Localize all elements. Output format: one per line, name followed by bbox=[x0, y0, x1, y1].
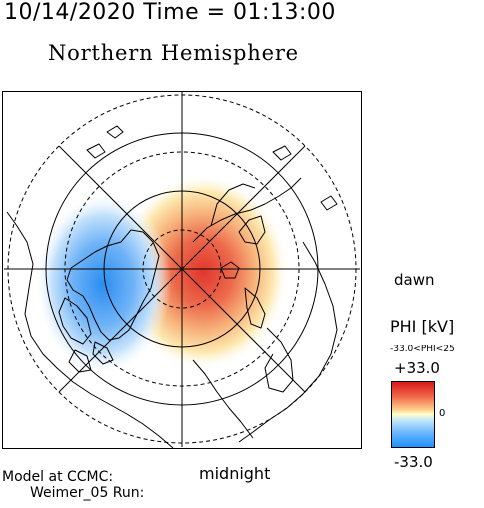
hemisphere-title: Northern Hemisphere bbox=[48, 41, 299, 65]
midnight-label: midnight bbox=[199, 464, 271, 483]
negative-potential-cell bbox=[35, 192, 171, 376]
coastline-europe bbox=[192, 177, 302, 245]
model-label: Model at CCMC: bbox=[2, 469, 114, 485]
coastline-north-america bbox=[6, 211, 174, 448]
coastlines bbox=[6, 125, 338, 448]
run-label: Weimer_05 Run: bbox=[30, 485, 145, 501]
colorbar-range-text: -33.0<PHI<25 bbox=[390, 345, 455, 354]
polar-map bbox=[2, 91, 362, 449]
coastline-arctic-islands bbox=[220, 261, 266, 329]
colorbar-min-label: -33.0 bbox=[394, 453, 433, 471]
date-time-title: 10/14/2020 Time = 01:13:00 bbox=[4, 0, 336, 25]
coastline-canadian-islands bbox=[58, 297, 114, 373]
colorbar-max-label: +33.0 bbox=[394, 359, 440, 377]
polar-map-svg bbox=[4, 92, 360, 448]
coastline-asia bbox=[238, 241, 338, 443]
dawn-label: dawn bbox=[394, 271, 435, 289]
coastline-small-islands bbox=[86, 125, 338, 211]
coastline-greenland bbox=[66, 229, 160, 341]
colorbar-title: PHI [kV] bbox=[390, 317, 455, 336]
colorbar-zero-label: 0 bbox=[439, 408, 446, 419]
colorbar bbox=[391, 381, 435, 448]
meridian-diagonal-2 bbox=[58, 145, 306, 393]
coastline-alaska bbox=[192, 359, 254, 439]
